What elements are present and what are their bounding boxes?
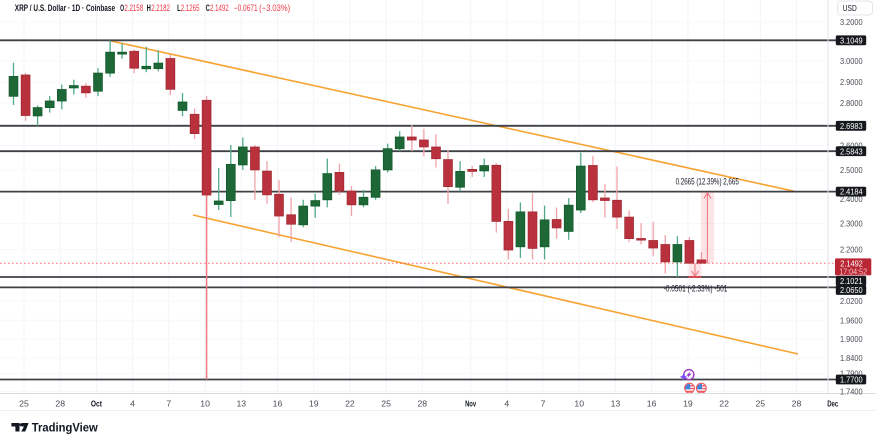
svg-text:1.9600: 1.9600 <box>840 315 863 325</box>
svg-text:XRP / U.S. Dollar · 1D · Coinb: XRP / U.S. Dollar · 1D · Coinbase <box>15 3 115 13</box>
svg-text:3.2000: 3.2000 <box>840 17 863 27</box>
svg-text:16: 16 <box>647 399 657 409</box>
svg-text:-0.0501 (-2.33%) -501: -0.0501 (-2.33%) -501 <box>664 283 728 293</box>
svg-text:4: 4 <box>130 399 135 409</box>
svg-text:28: 28 <box>792 399 802 409</box>
svg-text:1.9000: 1.9000 <box>840 334 863 344</box>
svg-text:0.2665 (12.39%) 2,665: 0.2665 (12.39%) 2,665 <box>676 176 739 186</box>
svg-text:3.0000: 3.0000 <box>840 56 863 66</box>
svg-text:17:04:52: 17:04:52 <box>839 267 867 276</box>
svg-text:25: 25 <box>755 399 765 409</box>
svg-text:4: 4 <box>504 399 509 409</box>
svg-text:2.1265: 2.1265 <box>181 3 200 13</box>
svg-text:2.6983: 2.6983 <box>840 121 863 131</box>
svg-text:2.2158: 2.2158 <box>124 3 143 13</box>
svg-text:19: 19 <box>683 399 693 409</box>
svg-text:USD: USD <box>843 3 857 13</box>
svg-text:1.7700: 1.7700 <box>840 375 863 385</box>
svg-text:7: 7 <box>541 399 546 409</box>
svg-text:Oct: Oct <box>91 399 102 409</box>
svg-text:2.1492: 2.1492 <box>210 3 229 13</box>
svg-text:10: 10 <box>200 399 210 409</box>
svg-text:13: 13 <box>611 399 621 409</box>
svg-text:2.6000: 2.6000 <box>840 141 863 151</box>
svg-text:10: 10 <box>574 399 584 409</box>
svg-text:2.9000: 2.9000 <box>840 77 863 87</box>
svg-text:1.7900: 1.7900 <box>840 369 863 379</box>
svg-text:1.8400: 1.8400 <box>840 353 863 363</box>
svg-text:2.2182: 2.2182 <box>151 3 170 13</box>
svg-text:2.4184: 2.4184 <box>840 187 863 197</box>
svg-text:2.5000: 2.5000 <box>840 165 863 175</box>
svg-text:2.4000: 2.4000 <box>840 194 863 204</box>
svg-text:(−3.03%): (−3.03%) <box>259 3 290 13</box>
svg-text:2.3000: 2.3000 <box>840 219 863 229</box>
svg-text:2.0200: 2.0200 <box>840 296 863 306</box>
svg-text:28: 28 <box>417 399 427 409</box>
svg-text:2.1021: 2.1021 <box>840 276 863 286</box>
svg-text:13: 13 <box>236 399 246 409</box>
svg-text:L: L <box>177 3 181 13</box>
svg-text:28: 28 <box>55 399 65 409</box>
svg-text:25: 25 <box>19 399 29 409</box>
svg-text:3.1049: 3.1049 <box>840 35 863 45</box>
svg-text:1.7400: 1.7400 <box>840 387 863 397</box>
svg-text:22: 22 <box>719 399 729 409</box>
svg-text:22: 22 <box>345 399 355 409</box>
svg-text:2.0650: 2.0650 <box>840 285 863 295</box>
svg-text:2.8000: 2.8000 <box>840 98 863 108</box>
svg-text:TradingView: TradingView <box>32 421 98 435</box>
svg-text:2.1492: 2.1492 <box>840 258 863 268</box>
svg-text:7: 7 <box>166 399 171 409</box>
svg-text:25: 25 <box>381 399 391 409</box>
svg-text:2.2000: 2.2000 <box>840 245 863 255</box>
svg-text:Nov: Nov <box>465 399 476 409</box>
svg-text:O: O <box>120 3 124 13</box>
svg-text:H: H <box>147 3 151 13</box>
svg-text:16: 16 <box>273 399 283 409</box>
svg-text:2.5843: 2.5843 <box>840 146 863 156</box>
svg-text:−0.0671: −0.0671 <box>234 3 258 13</box>
svg-text:C: C <box>206 3 211 13</box>
svg-text:19: 19 <box>309 399 319 409</box>
svg-text:Dec: Dec <box>827 399 838 409</box>
